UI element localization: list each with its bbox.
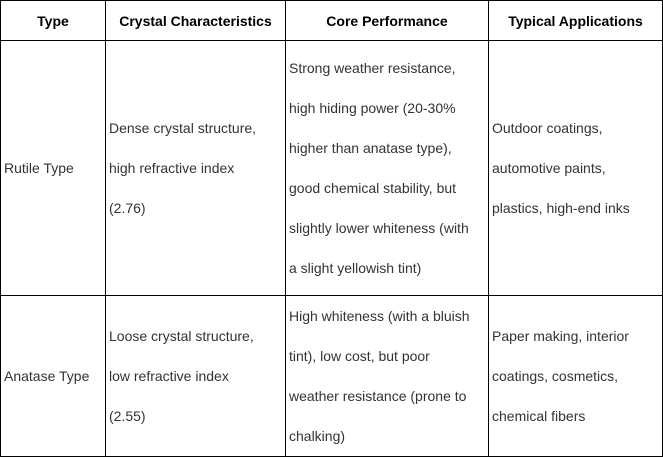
header-cell-type: Type	[0, 0, 106, 41]
cell-rutile-performance: Strong weather resistance, high hiding p…	[285, 40, 489, 296]
header-cell-core-performance: Core Performance	[285, 0, 489, 41]
cell-rutile-type: Rutile Type	[0, 40, 106, 296]
cell-anatase-performance: High whiteness (with a bluish tint), low…	[285, 295, 489, 457]
table-row-anatase: Anatase Type Loose crystal structure, lo…	[0, 295, 663, 457]
header-cell-crystal-characteristics: Crystal Characteristics	[105, 0, 286, 41]
table-row-rutile: Rutile Type Dense crystal structure, hig…	[0, 40, 663, 296]
cell-anatase-crystal: Loose crystal structure, low refractive …	[105, 295, 286, 457]
header-row: Type Crystal Characteristics Core Perfor…	[0, 0, 663, 41]
cell-rutile-crystal: Dense crystal structure, high refractive…	[105, 40, 286, 296]
header-cell-typical-applications: Typical Applications	[488, 0, 663, 41]
cell-anatase-type: Anatase Type	[0, 295, 106, 457]
cell-rutile-applications: Outdoor coatings, automotive paints, pla…	[488, 40, 663, 296]
cell-anatase-applications: Paper making, interior coatings, cosmeti…	[488, 295, 663, 457]
